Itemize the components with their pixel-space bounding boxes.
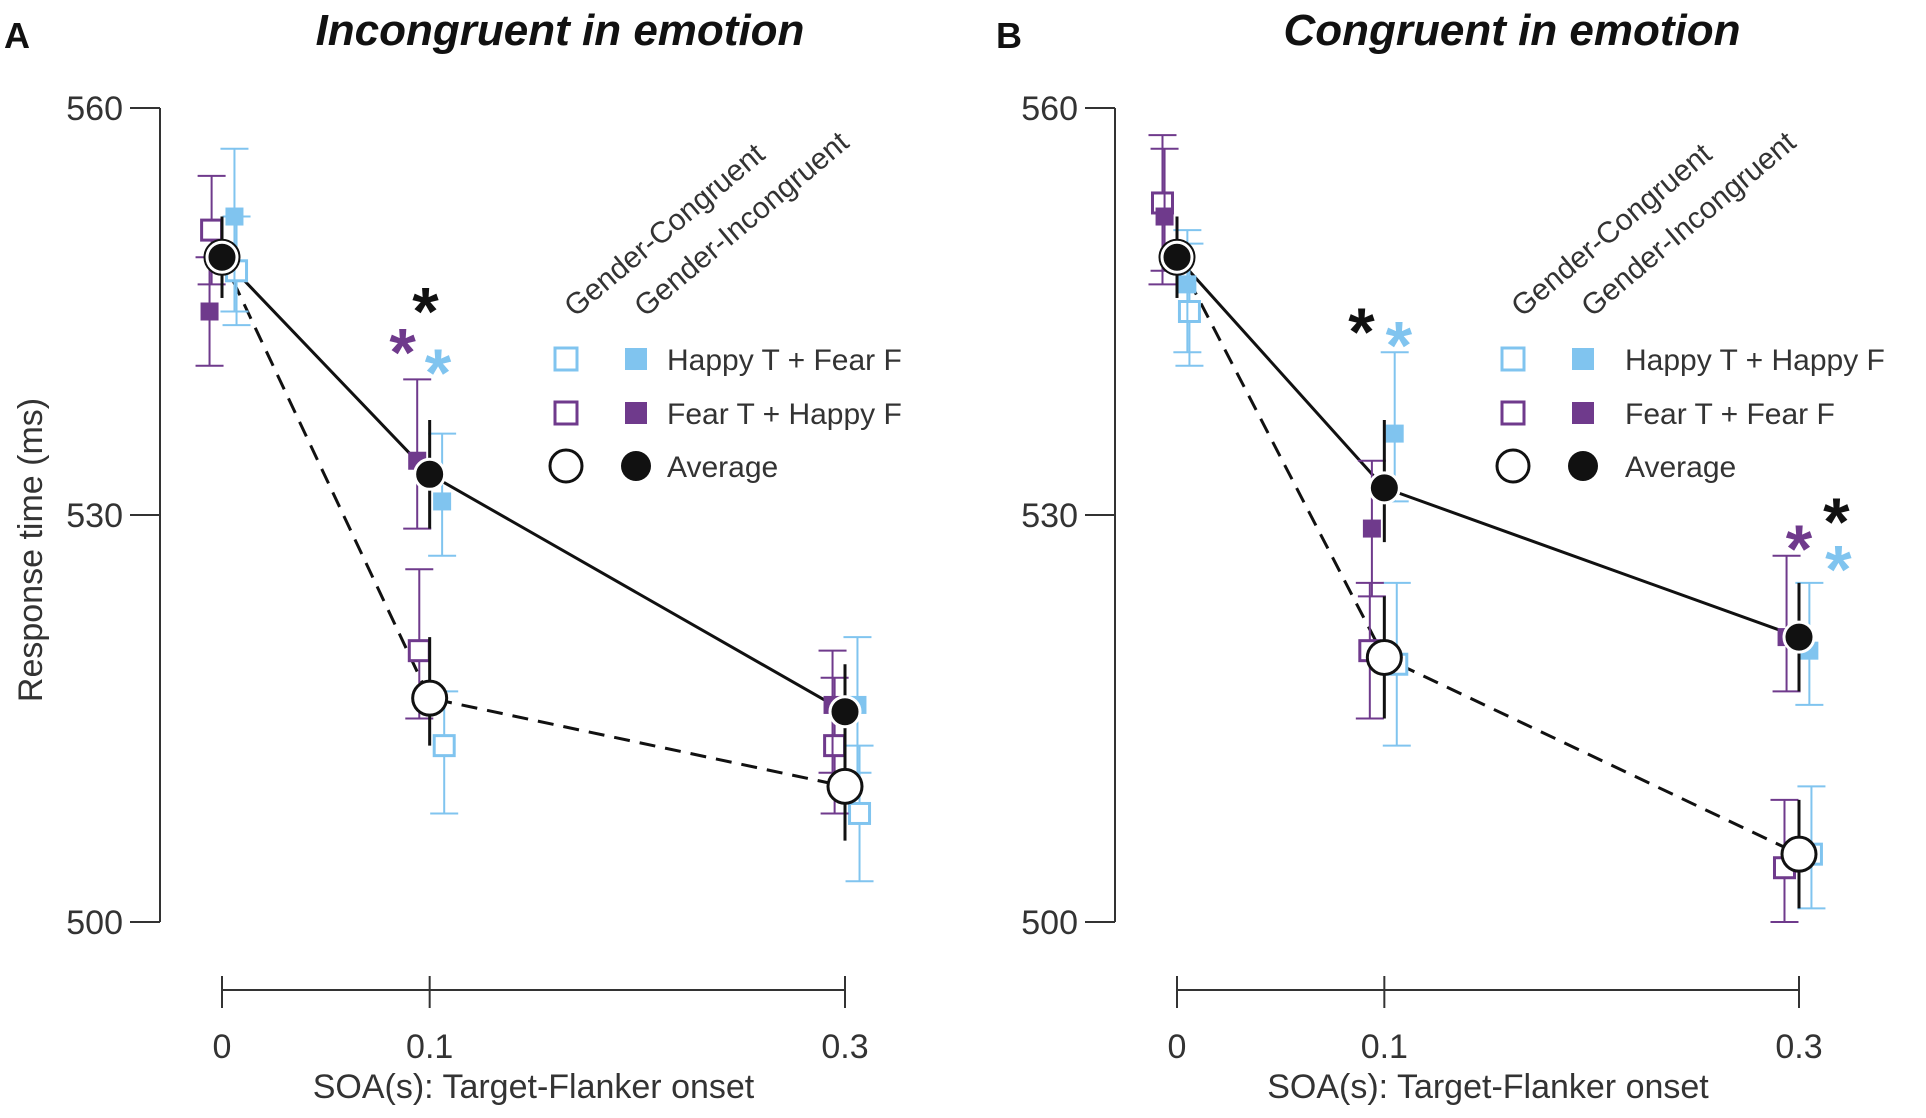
x-tick-label: 0.1 bbox=[1361, 1028, 1408, 1066]
legend-filled-circle bbox=[621, 451, 651, 481]
y-tick-label: 500 bbox=[1021, 904, 1078, 942]
y-tick-label: 530 bbox=[1021, 497, 1078, 535]
x-tick-label: 0 bbox=[213, 1028, 232, 1066]
panel-b: B Congruent in emotion 500 530 560 0 0.1 0.3 SOA… bbox=[996, 6, 1885, 1106]
average-point-incongruent bbox=[1782, 620, 1816, 654]
x-tick-label: 0.3 bbox=[1775, 1028, 1822, 1066]
open-square-point bbox=[823, 734, 847, 758]
average-point-congruent bbox=[411, 679, 449, 717]
average-point-congruent bbox=[826, 767, 864, 805]
filled-square-point bbox=[1385, 424, 1404, 443]
filled-square-point bbox=[1155, 207, 1174, 226]
open-square-point bbox=[200, 218, 224, 242]
x-axis-label: SOA(s): Target-Flanker onset bbox=[1267, 1068, 1709, 1106]
y-tick-label: 530 bbox=[66, 497, 123, 535]
legend-filled-circle bbox=[1568, 451, 1598, 481]
x-tick-label: 0.1 bbox=[406, 1028, 453, 1066]
average-point-incongruent bbox=[1160, 240, 1194, 274]
average-point-congruent bbox=[1365, 638, 1403, 676]
chart-title: Incongruent in emotion bbox=[316, 6, 805, 55]
average-point-congruent bbox=[1780, 835, 1818, 873]
legend-filled-square bbox=[625, 348, 647, 370]
significance-asterisk: * bbox=[1825, 531, 1852, 607]
average-line-dashed bbox=[220, 256, 846, 788]
significance-asterisk: * bbox=[425, 335, 452, 411]
significance-asterisk: * bbox=[412, 274, 439, 350]
panel-label: B bbox=[996, 15, 1022, 56]
significance-asterisk: * bbox=[1786, 511, 1813, 587]
y-tick-label: 560 bbox=[1021, 90, 1078, 128]
filled-square-point bbox=[225, 207, 244, 226]
significance-asterisk: * bbox=[1348, 294, 1375, 370]
significance-asterisk: * bbox=[1823, 484, 1850, 560]
average-line-solid bbox=[1175, 256, 1800, 639]
legend-open-square bbox=[1500, 400, 1526, 426]
filled-square-point bbox=[200, 302, 219, 321]
filled-square-point bbox=[1178, 275, 1197, 294]
legend-label: Average bbox=[1625, 451, 1736, 484]
average-point-incongruent bbox=[413, 457, 447, 491]
panel-a: A Incongruent in emotion 500 530 560 Response… bbox=[4, 6, 902, 1106]
y-tick-label: 500 bbox=[66, 904, 123, 942]
filled-square-point bbox=[433, 492, 452, 511]
x-tick-label: 0 bbox=[1168, 1028, 1187, 1066]
y-tick-label: 560 bbox=[66, 90, 123, 128]
x-tick-label: 0.3 bbox=[821, 1028, 868, 1066]
average-line-solid bbox=[220, 256, 846, 714]
legend-open-square bbox=[553, 400, 579, 426]
open-square-point bbox=[407, 639, 431, 663]
legend-filled-square bbox=[1572, 348, 1594, 370]
average-point-incongruent bbox=[205, 240, 239, 274]
x-axis-label: SOA(s): Target-Flanker onset bbox=[313, 1068, 755, 1106]
open-square-point bbox=[1177, 300, 1201, 323]
legend-open-circle bbox=[1495, 448, 1531, 484]
legend-label: Average bbox=[667, 451, 778, 484]
legend-open-circle bbox=[548, 448, 584, 484]
panel-label: A bbox=[4, 15, 30, 56]
significance-asterisk: * bbox=[1386, 308, 1413, 384]
legend-label: Fear T + Fear F bbox=[1625, 398, 1835, 431]
open-square-point bbox=[432, 734, 456, 758]
filled-square-point bbox=[1362, 519, 1381, 538]
significance-asterisk: * bbox=[389, 314, 416, 390]
legend-label: Happy T + Happy F bbox=[1625, 344, 1885, 377]
legend-open-square bbox=[553, 346, 579, 372]
average-point-incongruent bbox=[1367, 471, 1401, 505]
legend-label: Fear T + Happy F bbox=[667, 398, 902, 431]
legend-open-square bbox=[1500, 346, 1526, 372]
legend-filled-square bbox=[625, 402, 647, 424]
legend-label: Happy T + Fear F bbox=[667, 344, 902, 377]
chart-title: Congruent in emotion bbox=[1283, 6, 1740, 55]
open-square-point bbox=[848, 801, 872, 825]
y-axis-label: Response time (ms) bbox=[12, 398, 50, 702]
average-point-incongruent bbox=[828, 695, 862, 729]
legend-filled-square bbox=[1572, 402, 1594, 424]
